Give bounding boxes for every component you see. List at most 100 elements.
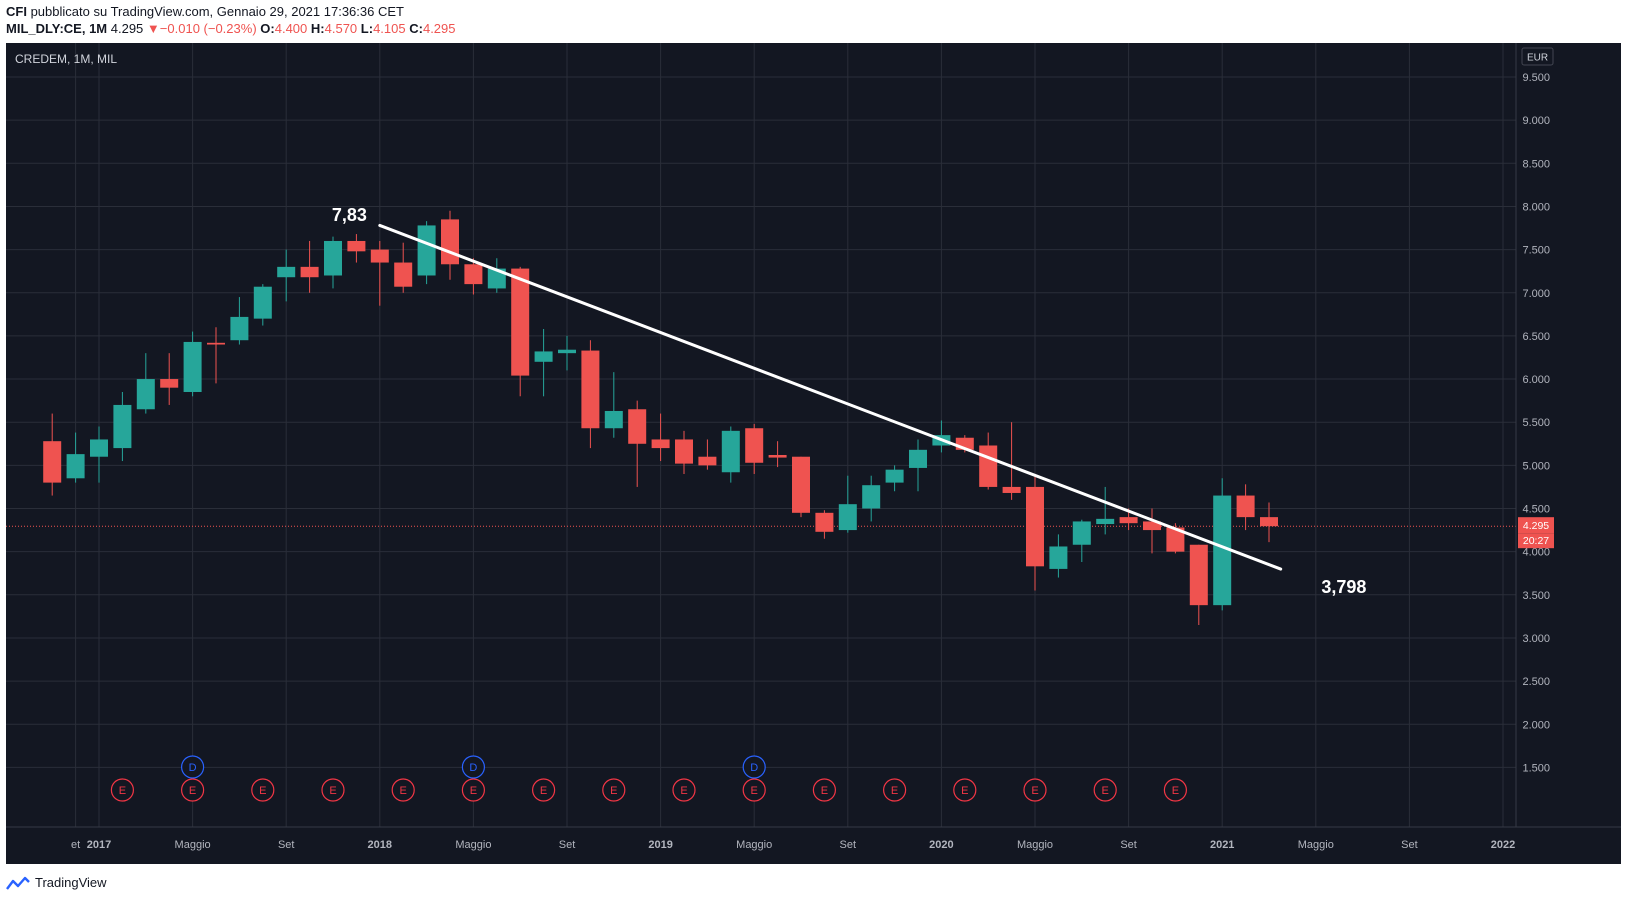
candle [511,266,530,397]
earnings-marker-label: E [610,785,617,797]
candle [909,439,927,492]
candle [1096,486,1115,535]
candle-body [838,504,857,531]
earnings-marker-label: E [540,785,547,797]
price-tick-label: 1.500 [1522,762,1550,774]
candle-body [768,454,787,458]
time-tick-label: Set [840,839,857,851]
time-tick-label: 2020 [929,839,953,851]
dividend-marker [461,755,485,779]
candle [160,353,179,405]
earnings-marker [742,778,766,802]
time-axis[interactable]: et 2017 Maggio Set 2018 Maggio Set 2019 Maggio Se… [6,826,1621,851]
candle [183,331,202,397]
candle-body [581,350,600,429]
earnings-marker [321,778,345,802]
countdown-tag [1518,533,1554,549]
candle [698,439,717,470]
candle-body [487,268,506,289]
earnings-marker-label: E [329,785,336,797]
candle-body [698,456,717,466]
candle-body [675,439,693,464]
open-value: 4.400 [274,21,308,36]
candle [534,328,553,397]
earnings-marker [812,778,837,802]
earnings-marker-label: E [259,785,266,797]
earnings-marker [602,778,626,802]
footer-brand[interactable]: TradingView [6,875,107,890]
currency-box [1521,47,1554,66]
candle-body [66,454,85,479]
price-tick-label: 8.000 [1522,201,1550,213]
time-tick-label: Maggio [736,839,772,851]
candle [604,372,623,438]
price-tick-label: 2.000 [1522,719,1550,731]
candle-body [136,379,155,410]
price-tick-label: 4.000 [1522,547,1550,559]
candle-body [113,404,132,449]
price-axis[interactable]: 1.500 2.000 2.500 3.000 3.500 4.000 4.500 5.000… [1515,43,1554,827]
candle-body [979,445,998,487]
dividend-marker-label: D [469,762,477,774]
time-tick-label: 2021 [1210,839,1234,851]
candle-body [370,249,389,263]
earnings-marker [1023,778,1047,802]
author-name: CFI [6,4,27,19]
dividend-marker-label: D [189,762,197,774]
price-tag [1518,517,1554,534]
candle-body [628,409,647,444]
earnings-marker [181,778,205,802]
candle [66,432,85,483]
candle-body [604,410,623,429]
price-tick-label: 7.500 [1522,245,1550,257]
candle-body [324,240,342,276]
time-tick-label: et [71,839,80,851]
candle-body [721,430,740,473]
earnings-marker [461,778,485,802]
earnings-marker-label: E [751,785,758,797]
publish-text: pubblicato su TradingView.com, Gennaio 2… [30,4,404,19]
candle [370,240,389,306]
candle-body [815,512,834,532]
earnings-marker [391,778,415,802]
close-label: C: [409,21,423,36]
candle-body [1119,517,1138,524]
time-tick-label: Set [1401,839,1418,851]
candle [464,258,483,295]
candle [441,210,459,280]
trendline-layer[interactable] [378,223,1283,571]
price-tick-label: 5.000 [1522,460,1550,472]
earnings-marker-label: E [1102,785,1109,797]
candle [558,335,576,371]
candle [675,430,693,474]
low-value: 4.105 [373,21,406,36]
low-label: L: [360,21,374,36]
earnings-marker-label: E [1172,785,1179,797]
candle-body [885,469,904,483]
annotations: 7,83 3,798 [332,205,1367,597]
price-annotation: 7,83 [332,205,367,225]
candle-body [1072,521,1091,545]
candle-body [43,441,62,483]
price-tick-label: 9.000 [1522,115,1550,127]
earnings-marker-label: E [961,785,968,797]
dividend-marker [181,755,205,779]
candle [1049,534,1068,578]
time-tick-label: Set [559,839,576,851]
candle-body [1236,495,1255,518]
earnings-marker [251,778,275,802]
trendline [378,223,1283,571]
candle [885,465,904,492]
candle [394,242,413,293]
earnings-marker-label: E [821,785,828,797]
time-tick-label: Maggio [455,839,491,851]
earnings-marker [953,778,977,802]
candle [792,456,810,518]
time-tick-label: Maggio [1017,839,1053,851]
dividend-marker-label: D [750,762,758,774]
candle [253,284,272,326]
currency-label: EUR [1527,53,1548,64]
candlestick-chart[interactable]: D D DE E E E E E E E E E E E E E E E 7,833,798 1.5002.000… [6,43,1621,864]
earnings-marker [531,778,556,802]
